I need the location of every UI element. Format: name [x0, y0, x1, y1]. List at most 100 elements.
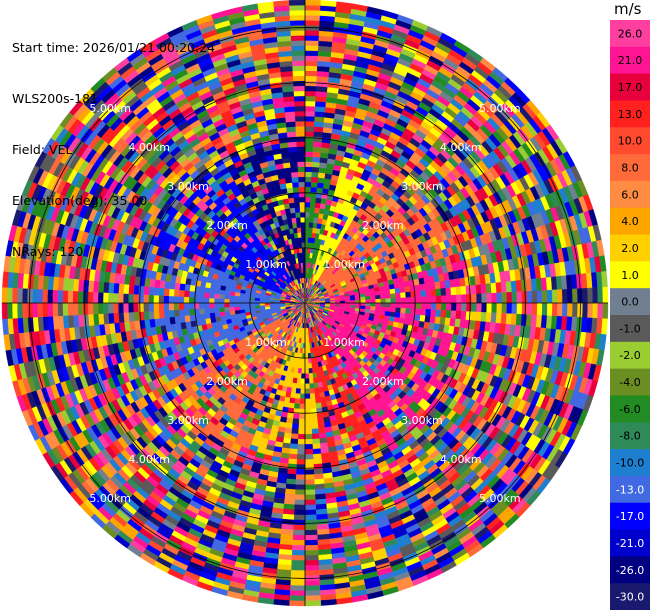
- velocity-gate: [311, 176, 319, 183]
- velocity-gate: [304, 237, 309, 243]
- velocity-gate: [485, 283, 492, 294]
- velocity-gate: [304, 398, 311, 405]
- velocity-gate: [466, 294, 472, 304]
- velocity-gate: [298, 418, 306, 425]
- velocity-gate: [304, 171, 313, 178]
- velocity-gate: [475, 311, 482, 322]
- velocity-gate: [312, 377, 318, 384]
- velocity-gate: [456, 302, 462, 312]
- velocity-gate: [315, 402, 322, 409]
- velocity-gate: [304, 580, 321, 587]
- velocity-gate: [390, 307, 397, 313]
- velocity-gate: [314, 392, 321, 399]
- velocity-gate: [375, 294, 381, 300]
- velocity-gate: [501, 292, 508, 304]
- velocity-gate: [296, 464, 306, 470]
- velocity-gate: [299, 393, 306, 400]
- velocity-gate: [308, 368, 313, 374]
- velocity-gate: [304, 232, 309, 238]
- velocity-gate: [375, 302, 382, 308]
- velocity-gate: [313, 382, 319, 389]
- velocity-gate: [304, 504, 317, 511]
- velocity-gate: [465, 311, 472, 321]
- velocity-gate: [313, 131, 324, 138]
- velocity-gate: [511, 302, 518, 315]
- velocity-gate: [414, 284, 421, 292]
- velocity-gate: [304, 9, 321, 16]
- velocity-gate: [304, 378, 310, 385]
- velocity-gate: [315, 498, 327, 505]
- velocity-gate: [288, 402, 295, 409]
- velocity-gate: [315, 101, 327, 108]
- velocity-gate: [304, 227, 310, 233]
- velocity-gate: [288, 448, 298, 455]
- velocity-gate: [536, 302, 543, 316]
- velocity-gate: [314, 488, 326, 495]
- velocity-gate: [312, 448, 322, 455]
- velocity-gate: [285, 478, 296, 485]
- velocity-gate: [405, 291, 412, 298]
- velocity-gate: [304, 131, 315, 137]
- velocity-gate: [304, 65, 318, 72]
- velocity-gate: [314, 121, 325, 128]
- velocity-gate: [304, 70, 318, 77]
- velocity-gate: [312, 146, 322, 153]
- velocity-gate: [310, 186, 318, 193]
- velocity-gate: [395, 297, 402, 304]
- velocity-gate: [311, 433, 320, 440]
- velocity-gate: [292, 529, 306, 536]
- velocity-gate: [415, 296, 422, 304]
- velocity-gate: [395, 292, 402, 299]
- velocity-gate: [309, 393, 316, 400]
- velocity-gate: [475, 284, 482, 295]
- velocity-gate: [491, 302, 498, 314]
- velocity-gate: [291, 559, 306, 566]
- velocity-gate: [304, 40, 319, 47]
- velocity-gate: [290, 433, 299, 440]
- velocity-gate: [536, 290, 543, 304]
- velocity-gate: [304, 428, 313, 435]
- velocity-gate: [289, 580, 306, 587]
- velocity-gate: [561, 302, 568, 317]
- velocity-gate: [284, 493, 296, 500]
- velocity-gate: [304, 151, 314, 158]
- velocity-gate: [304, 484, 316, 491]
- velocity-gate: [289, 590, 306, 597]
- velocity-gate: [294, 484, 306, 491]
- velocity-gate: [370, 302, 376, 307]
- velocity-gate: [360, 302, 366, 307]
- velocity-gate: [301, 363, 306, 369]
- velocity-gate: [316, 412, 324, 419]
- velocity-gate: [521, 291, 528, 304]
- velocity-gate: [295, 474, 306, 481]
- velocity-gate: [273, 599, 290, 606]
- velocity-gate: [309, 398, 316, 405]
- velocity-gate: [315, 197, 322, 204]
- velocity-gate: [296, 454, 306, 460]
- velocity-gate: [490, 312, 497, 324]
- velocity-gate: [385, 298, 392, 304]
- velocity-gate: [310, 196, 317, 203]
- velocity-gate: [304, 459, 314, 465]
- velocity-gate: [304, 30, 320, 36]
- velocity-gate: [296, 448, 306, 455]
- velocity-gate: [476, 293, 483, 304]
- velocity-gate: [602, 286, 609, 304]
- velocity-gate: [314, 106, 326, 113]
- velocity-gate: [516, 302, 523, 315]
- velocity-gate: [291, 428, 299, 435]
- velocity-gate: [405, 308, 412, 315]
- velocity-gate: [304, 4, 321, 11]
- velocity-gate: [314, 493, 326, 500]
- velocity-gate: [290, 570, 306, 576]
- velocity-gate: [292, 524, 306, 531]
- velocity-gate: [301, 368, 306, 374]
- velocity-gate: [390, 302, 397, 309]
- velocity-gate: [308, 383, 315, 389]
- velocity-gate: [304, 141, 314, 147]
- velocity-gate: [314, 202, 322, 209]
- velocity-gate: [308, 378, 314, 384]
- velocity-gate: [304, 80, 317, 87]
- velocity-gate: [300, 378, 306, 385]
- velocity-gate: [404, 286, 411, 293]
